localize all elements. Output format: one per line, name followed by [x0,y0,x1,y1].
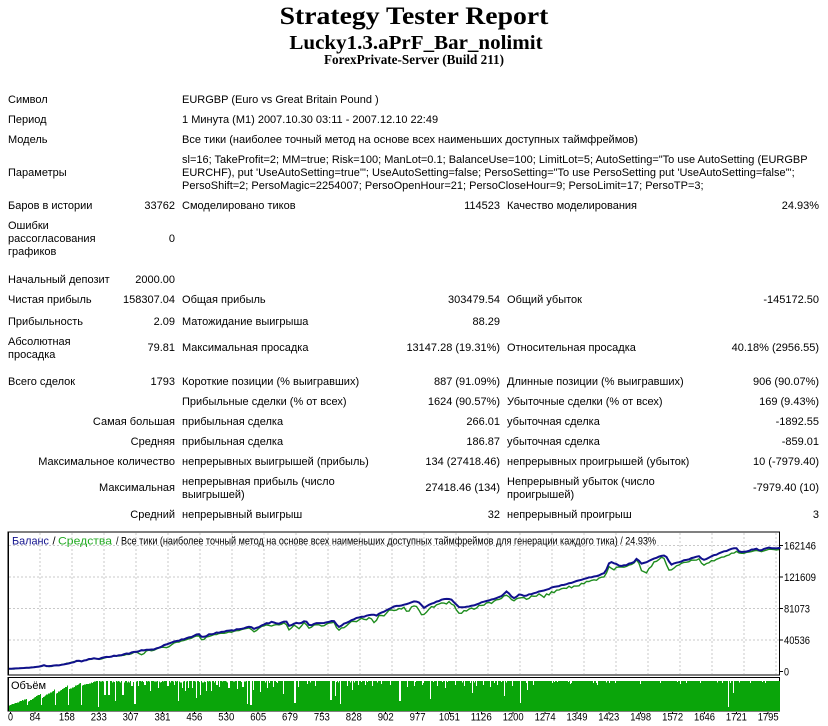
svg-text:1498: 1498 [630,712,651,724]
svg-text:1572: 1572 [662,712,683,724]
svg-text:233: 233 [91,712,107,724]
svg-text:Баланс: Баланс [12,536,49,548]
svg-text:381: 381 [155,712,171,724]
svg-text:456: 456 [186,712,202,724]
svg-text:753: 753 [314,712,330,724]
svg-text:902: 902 [378,712,394,724]
svg-text:40536: 40536 [784,635,810,647]
svg-text:605: 605 [250,712,266,724]
svg-text:/: / [53,536,57,548]
svg-text:0: 0 [784,667,789,679]
svg-text:Средства: Средства [58,536,113,548]
svg-text:679: 679 [282,712,298,724]
svg-text:530: 530 [218,712,234,724]
svg-text:1126: 1126 [471,712,492,724]
svg-text:1721: 1721 [726,712,747,724]
svg-text:307: 307 [123,712,139,724]
svg-text:1200: 1200 [503,712,524,724]
svg-text:81073: 81073 [784,604,810,616]
svg-text:1349: 1349 [567,712,588,724]
svg-text:162146: 162146 [784,541,816,553]
svg-text:158: 158 [59,712,75,724]
svg-text:0: 0 [8,712,13,724]
svg-text:1795: 1795 [758,712,779,724]
svg-text:Объём: Объём [11,680,46,692]
svg-text:1423: 1423 [598,712,619,724]
svg-text:828: 828 [346,712,362,724]
svg-text:1646: 1646 [694,712,715,724]
svg-text:84: 84 [30,712,41,724]
svg-text:1051: 1051 [439,712,460,724]
svg-text:977: 977 [410,712,426,724]
svg-text:1274: 1274 [535,712,556,724]
svg-text:121609: 121609 [784,572,816,584]
svg-text:/ Все тики (наиболее точный ме: / Все тики (наиболее точный метод на осн… [116,536,656,548]
